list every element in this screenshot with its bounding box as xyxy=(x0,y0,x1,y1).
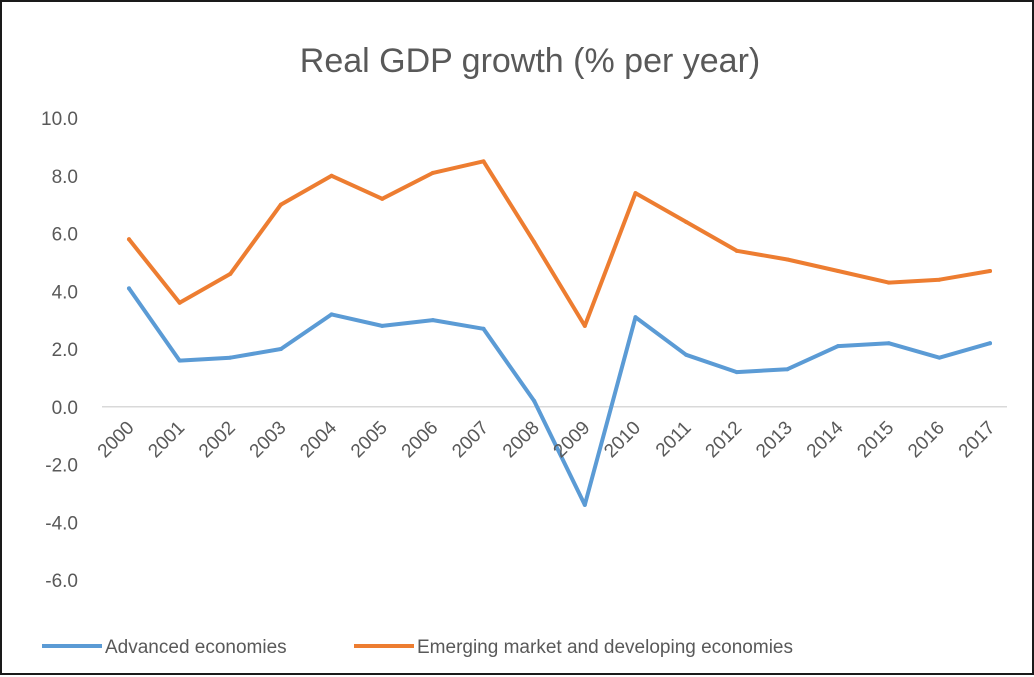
data-point xyxy=(127,237,131,242)
data-point xyxy=(380,323,385,328)
x-tick-label: 2015 xyxy=(853,417,898,462)
data-point xyxy=(937,277,942,282)
data-point xyxy=(886,280,891,285)
x-tick-label: 2006 xyxy=(398,417,443,462)
data-point xyxy=(785,257,790,262)
y-tick-label: -2.0 xyxy=(45,456,78,477)
legend-label: Emerging market and developing economies xyxy=(417,637,793,658)
data-point xyxy=(886,341,891,346)
data-point xyxy=(684,219,689,224)
data-point xyxy=(430,170,435,175)
data-point xyxy=(127,286,131,291)
legend-label: Advanced economies xyxy=(105,637,287,658)
data-point xyxy=(785,367,790,372)
y-tick-label: 6.0 xyxy=(52,225,78,246)
data-point xyxy=(734,248,739,253)
data-point xyxy=(988,341,992,346)
y-tick-label: 0.0 xyxy=(52,398,78,419)
data-point xyxy=(329,312,334,317)
legend: Advanced economies Emerging market and de… xyxy=(42,637,793,658)
x-tick-label: 2011 xyxy=(652,417,696,461)
x-tick-label: 2012 xyxy=(702,417,747,462)
data-point xyxy=(582,323,587,328)
x-tick-label: 2001 xyxy=(144,417,189,462)
x-tick-label: 2014 xyxy=(803,417,848,462)
chart-title: Real GDP growth (% per year) xyxy=(300,42,760,80)
series-line-advanced-economies xyxy=(127,286,992,507)
data-point xyxy=(684,352,689,357)
data-point xyxy=(481,159,486,164)
x-tick-label: 2009 xyxy=(550,417,595,462)
y-tick-label: 10.0 xyxy=(41,109,78,130)
data-point xyxy=(228,355,233,360)
x-tick-label: 2000 xyxy=(94,417,139,462)
data-point xyxy=(937,355,942,360)
data-point xyxy=(633,315,638,320)
x-tick-label: 2002 xyxy=(195,417,240,462)
y-tick-label: 2.0 xyxy=(52,340,78,361)
y-axis-tick-labels: 10.0 8.0 6.0 4.0 2.0 0.0 -2.0 -4.0 -6.0 xyxy=(41,109,78,592)
data-point xyxy=(177,358,182,363)
data-point xyxy=(734,370,739,375)
data-point xyxy=(329,173,334,178)
series-lines xyxy=(127,159,992,507)
x-tick-label: 2016 xyxy=(904,417,949,462)
series-line-emerging-economies xyxy=(127,159,992,328)
data-point xyxy=(836,269,841,274)
y-tick-label: -4.0 xyxy=(45,513,78,534)
data-point xyxy=(430,318,435,323)
y-tick-label: -6.0 xyxy=(45,571,78,592)
data-point xyxy=(380,196,385,201)
data-point xyxy=(988,269,992,274)
data-point xyxy=(481,326,486,331)
data-point xyxy=(836,344,841,349)
x-tick-label: 2005 xyxy=(347,417,392,462)
x-tick-label: 2003 xyxy=(246,417,291,462)
data-point xyxy=(582,502,587,507)
data-point xyxy=(228,271,233,276)
data-point xyxy=(532,240,537,245)
x-tick-label: 2007 xyxy=(448,417,493,462)
x-tick-label: 2004 xyxy=(296,417,341,462)
data-point xyxy=(177,300,182,305)
x-tick-label: 2013 xyxy=(752,417,797,462)
data-point xyxy=(278,347,283,351)
y-tick-label: 8.0 xyxy=(52,167,78,188)
x-tick-label: 2017 xyxy=(955,417,1000,462)
x-tick-label: 2008 xyxy=(499,417,544,462)
data-point xyxy=(633,191,638,196)
data-point xyxy=(278,202,283,207)
data-point xyxy=(532,398,537,403)
y-tick-label: 4.0 xyxy=(52,282,78,303)
